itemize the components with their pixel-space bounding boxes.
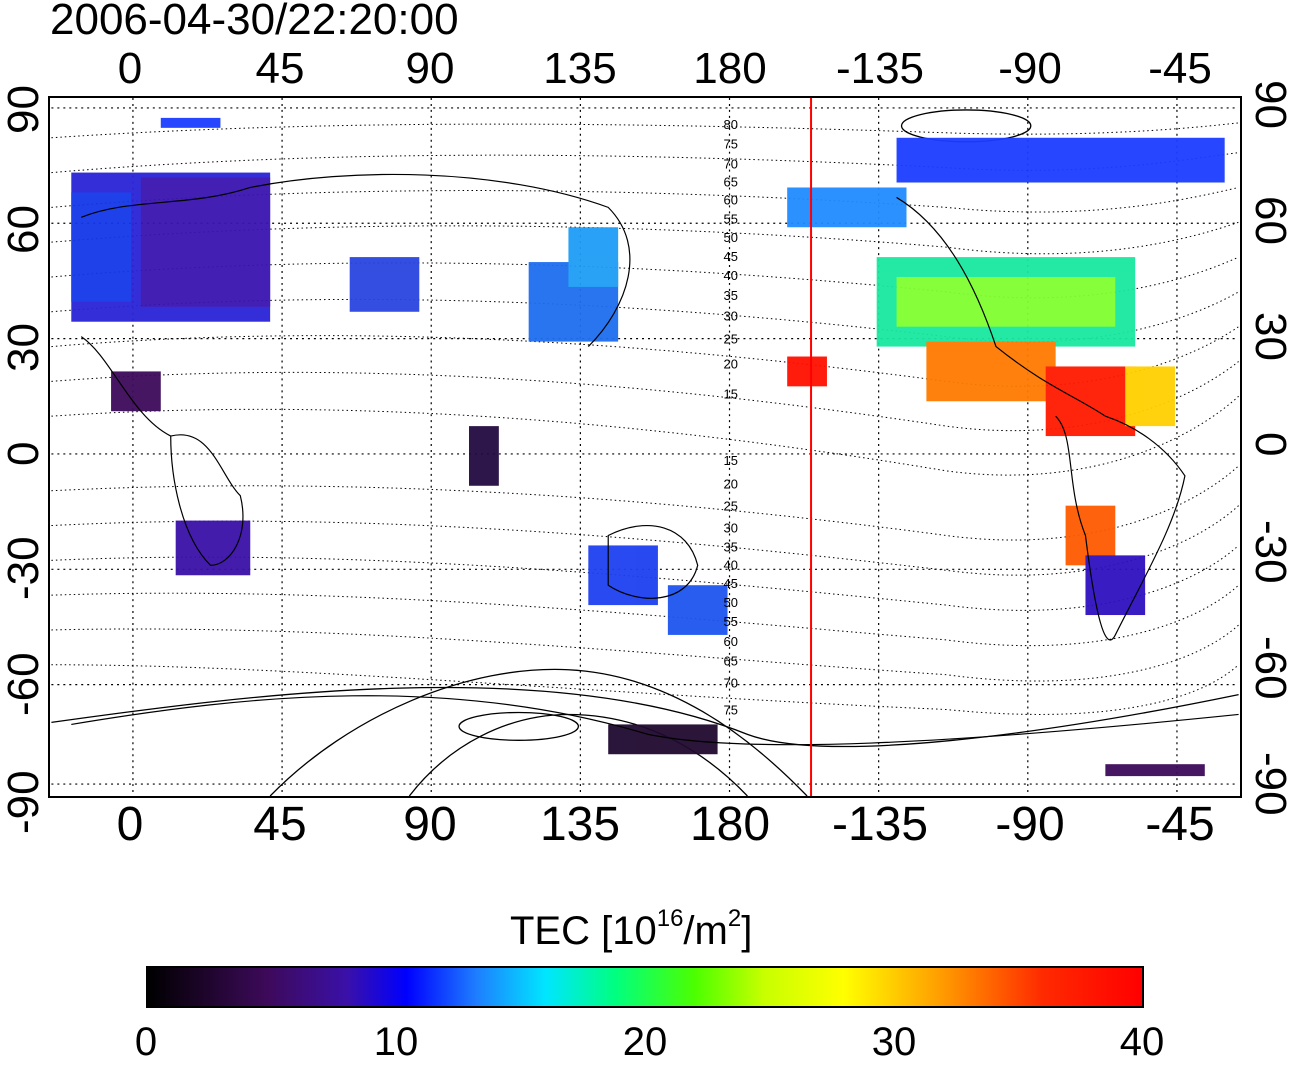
contour-label: 20 (724, 477, 738, 492)
contour-label: 25 (724, 332, 738, 347)
top-lon-tick: 90 (405, 44, 455, 93)
right-lat-tick: 60 (1246, 196, 1292, 245)
contour-label: 55 (724, 614, 738, 629)
colorbar-title-unit: /m (683, 909, 728, 953)
contour-label: 70 (724, 676, 738, 691)
right-lat-tick: -30 (1246, 520, 1292, 584)
left-lat-tick: 0 (0, 441, 48, 466)
top-lon-tick: -45 (1148, 44, 1212, 93)
bottom-lon-tick: 90 (403, 798, 457, 851)
colorbar-title-exponent-2: 2 (727, 905, 742, 932)
colorbar-title-suffix: ] (741, 909, 753, 953)
top-lon-tick: 135 (543, 44, 617, 93)
contour-label: 50 (724, 595, 738, 610)
tec-observations-europe-asia (71, 117, 907, 342)
bottom-lon-tick: 180 (689, 798, 771, 851)
left-lat-tick: 90 (0, 85, 48, 134)
bottom-lon-tick: -135 (831, 798, 929, 851)
contour-label: 75 (724, 137, 738, 152)
contour-label: 15 (724, 386, 738, 401)
contour-label: 25 (724, 499, 738, 514)
contour-label: 80 (724, 117, 738, 132)
top-longitude-axis: 0 45 90 135 180 -135 -90 -45 (48, 44, 1242, 94)
contour-label: 65 (724, 174, 738, 189)
contour-label: 60 (724, 634, 738, 649)
tec-observations-americas (787, 137, 1225, 777)
right-lat-tick: -60 (1246, 636, 1292, 700)
coastlines (71, 173, 1239, 746)
bottom-longitude-axis: 0 45 90 135 180 -135 -90 -45 (48, 800, 1242, 850)
contour-label: 15 (724, 453, 738, 468)
tec-world-map: 80 75 70 65 60 55 50 45 40 35 30 25 20 1… (48, 96, 1242, 798)
right-lat-tick: 0 (1246, 432, 1292, 457)
colorbar-tick: 10 (373, 1020, 419, 1064)
colorbar-tick: 20 (622, 1020, 668, 1064)
top-lon-tick: -135 (835, 44, 925, 93)
colorbar-tick: 40 (1119, 1020, 1165, 1064)
contour-label: 45 (724, 249, 738, 264)
left-lat-tick: 30 (0, 323, 48, 372)
contour-label: 20 (724, 356, 738, 371)
top-lon-tick: 0 (117, 44, 143, 93)
contour-label: 60 (724, 192, 738, 207)
colorbar-title-exponent: 16 (656, 905, 684, 932)
tec-colorbar (146, 966, 1144, 1008)
contour-label: 45 (724, 576, 738, 591)
contour-label: 50 (724, 230, 738, 245)
tec-observations-africa-oceania (111, 371, 728, 755)
bottom-lon-tick: -90 (995, 798, 1065, 851)
colorbar-tick: 30 (871, 1020, 917, 1064)
contour-label: 55 (724, 211, 738, 226)
contour-label: 30 (724, 309, 738, 324)
contour-label: 35 (724, 539, 738, 554)
timestamp-title: 2006-04-30/22:20:00 (50, 0, 459, 44)
contour-label: 40 (724, 557, 738, 572)
bottom-lon-tick: 0 (116, 798, 144, 851)
contour-label: 70 (724, 157, 738, 172)
bottom-lon-tick: 45 (253, 798, 307, 851)
left-lat-tick: 60 (0, 205, 48, 254)
colorbar-title-prefix: TEC [10 (510, 909, 657, 953)
left-lat-tick: -90 (0, 770, 48, 834)
colorbar-title: TEC [1016/m2] (510, 905, 752, 954)
left-lat-tick: -30 (0, 536, 48, 600)
bottom-lon-tick: -45 (1145, 798, 1215, 851)
contour-label: 40 (724, 268, 738, 283)
left-lat-tick: -60 (0, 652, 48, 716)
contour-label: 65 (724, 654, 738, 669)
top-lon-tick: -90 (998, 44, 1062, 93)
top-lon-tick: 45 (255, 44, 305, 93)
top-lon-tick: 180 (693, 44, 767, 93)
colorbar-tick: 0 (134, 1020, 158, 1064)
right-lat-tick: 30 (1246, 312, 1292, 361)
right-lat-tick: 90 (1246, 80, 1292, 129)
contour-value-labels: 80 75 70 65 60 55 50 45 40 35 30 25 20 1… (724, 117, 738, 718)
contour-label: 30 (724, 521, 738, 536)
right-lat-tick: -90 (1246, 752, 1292, 816)
contour-label: 35 (724, 288, 738, 303)
bottom-lon-tick: 135 (539, 798, 621, 851)
contour-label: 75 (724, 702, 738, 717)
